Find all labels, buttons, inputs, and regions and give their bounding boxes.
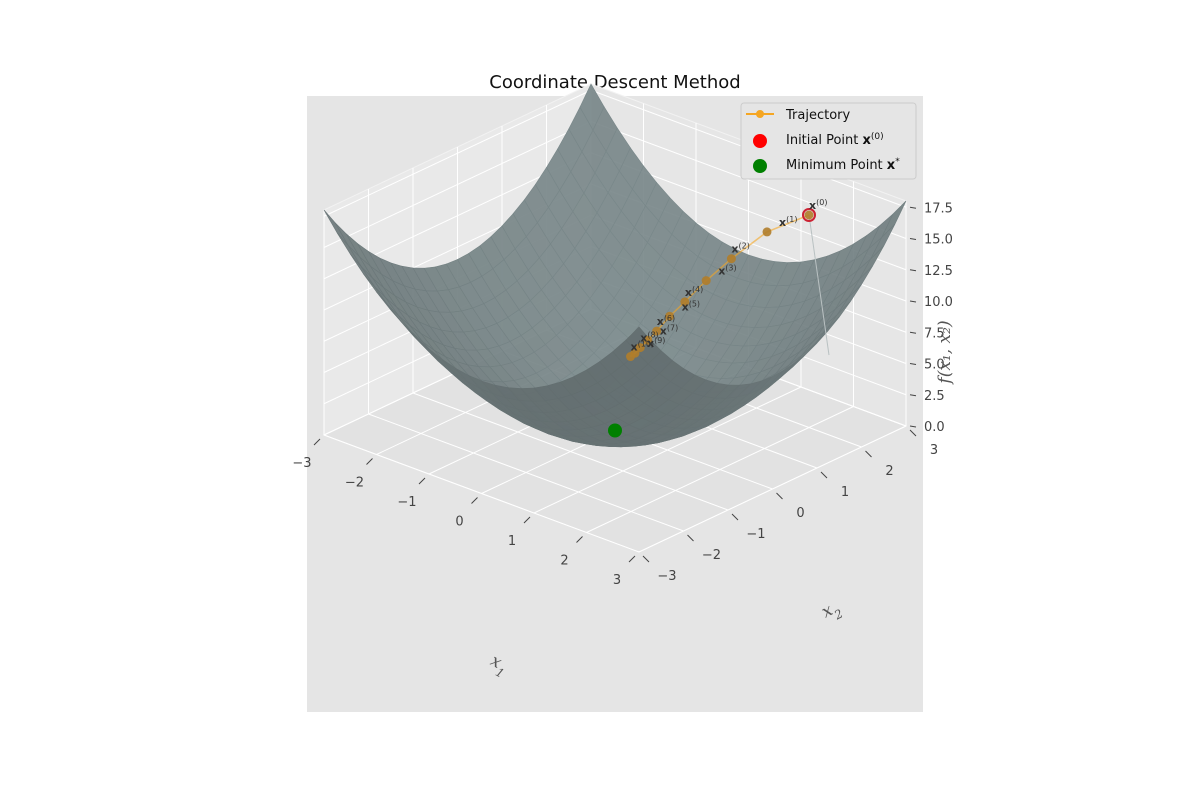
z-tick-label: 0.0 [924,420,945,435]
x-tick-label: 3 [613,573,621,588]
y-tick-mark [865,450,872,458]
y-tick-mark [776,492,783,500]
x-tick-label: −3 [292,456,311,471]
trajectory-point-label: x(5) [682,299,700,314]
chart-title: Coordinate Descent Method [489,72,740,93]
x-tick-label: −1 [397,495,416,510]
x-tick-mark [313,438,321,446]
z-tick-mark [909,425,917,428]
trajectory-point [762,227,772,237]
trajectory-point-label: x(8) [640,330,658,345]
y-tick-mark [909,429,917,437]
trajectory-guide-line [808,214,830,356]
y-tick-label: −1 [746,527,765,542]
legend-label: Trajectory [785,108,850,123]
trajectory-point [665,311,675,321]
trajectory-point [626,352,636,362]
z-tick-mark [909,300,917,303]
grid-line-y [323,434,640,553]
y-tick-mark [642,555,650,563]
trajectory-layer: x(0) x(1) x(2) x(3) x(4)x(5) x(6)x(7)x(8)x(9)… [626,198,830,362]
x-tick-label: −2 [345,476,364,491]
legend-label: Minimum Point x* [786,157,900,173]
trajectory-point-label: x(9) [647,336,665,351]
y-tick-label: −3 [657,569,676,584]
z-tick-mark [909,206,917,209]
y-tick-label: 0 [796,506,804,521]
tick-labels: −3 −2 −1 0 1 2 3 −3 −2 −1 0 1 2 3 0.0 2.5 5.0 7.5 10.0 12.5… [292,201,953,588]
z-tick-label: 12.5 [924,264,953,279]
z-tick-label: 17.5 [924,201,953,216]
trajectory-point [652,326,662,336]
y-tick-label: 2 [885,464,893,479]
z-tick-mark [909,269,917,272]
trajectory-point [643,335,653,345]
y-tick-mark [820,471,828,479]
x-tick-mark [471,497,478,504]
y-tick-mark [731,513,739,521]
z-axis-label: f(x₁, x₂) [935,320,955,385]
y-tick-label: 1 [841,485,849,500]
grid-line-z [323,89,592,217]
grid-line-y [412,392,729,511]
minimum-point-marker [608,423,622,438]
x-tick-mark [366,458,373,465]
z-tick-label: 5.0 [924,358,945,373]
trajectory-point-label: x(6) [657,314,675,329]
trajectory-point-label: x(2) [731,241,749,256]
x-tick-mark [576,536,583,543]
x-tick-mark [628,555,636,563]
legend-marker [753,159,767,173]
grid-line-y [368,413,684,532]
trajectory-point [680,297,690,307]
initial-point-marker [802,208,816,222]
z-tick-label: 2.5 [924,389,945,404]
z-tick-label: 10.0 [924,295,953,310]
legend-label: Initial Point x(0) [786,132,884,148]
z-tick-mark [909,238,917,240]
x-tick-label: 2 [560,554,568,569]
trajectory-point [726,254,736,264]
surface-mesh [323,83,907,448]
x-tick-mark [523,516,531,524]
minimum-point-layer [608,423,622,438]
grid-line-z [590,121,907,239]
z-tick-mark [909,331,917,334]
trajectory-point [701,276,711,286]
trajectory-point-label: x(7) [660,323,678,338]
legend-trajectory-marker [756,110,764,118]
trajectory-point-label: x(1) [779,214,797,229]
z-tick-label: 7.5 [924,326,945,341]
trajectory-point-label: x(3) [718,263,736,278]
grid-line-z [323,121,592,248]
legend: Trajectory Initial Point x(0) Minimum Poin… [740,102,917,180]
z-tick-mark [909,394,917,397]
x-tick-mark [418,477,426,485]
legend-box [740,102,917,180]
y-tick-label: −2 [702,548,721,563]
z-tick-mark [909,363,917,365]
trajectory-point-label: x(0) [809,198,827,213]
z-tick-label: 15.0 [924,233,953,248]
legend-marker [753,134,767,148]
x-tick-label: 1 [508,534,516,549]
y-tick-label: 3 [930,443,938,458]
trajectory-point-label: x(4) [685,284,703,299]
x-tick-label: 0 [455,515,463,530]
trajectory-point-label: x(10) [631,339,655,354]
y-tick-mark [687,534,694,542]
trajectory-point [804,210,814,220]
